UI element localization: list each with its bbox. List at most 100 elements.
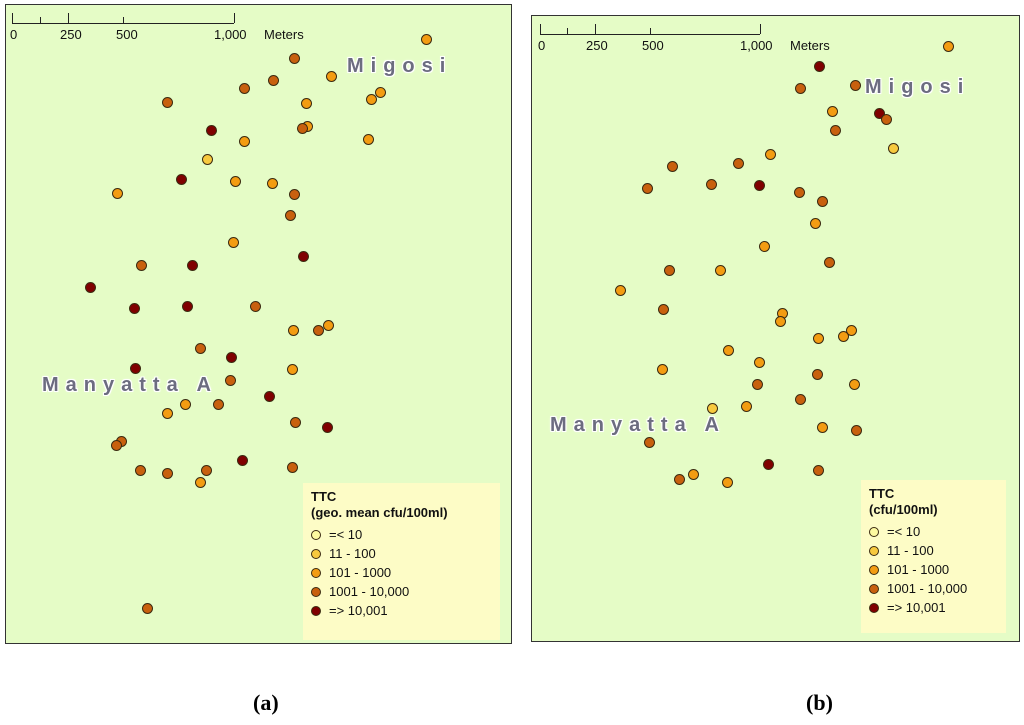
sample-point [721,476,733,488]
sample-point [663,264,675,276]
scale-tick [540,24,541,34]
sample-point [201,153,213,165]
sample-point [312,324,324,336]
sample-point [288,52,300,64]
sample-point [826,105,838,117]
legend-swatch [311,605,321,616]
sample-point [287,324,299,336]
legend-swatch [311,529,321,540]
legend-item: =< 10 [869,522,998,541]
sample-point [229,175,241,187]
legend-item: => 10,001 [869,598,998,617]
sample-point [181,300,193,312]
sample-point [812,464,824,476]
sample-point [224,374,236,386]
scale-tick [12,13,13,23]
sample-point [811,368,823,380]
scale-tick [567,28,568,34]
sample-point [753,356,765,368]
sample-point [794,82,806,94]
sample-point [322,319,334,331]
scale-label-250: 250 [60,27,82,42]
sample-point [128,302,140,314]
sample-point [816,195,828,207]
sample-point [687,468,699,480]
sample-point [134,464,146,476]
sample-point [238,135,250,147]
sample-point [845,324,857,336]
sample-point [758,240,770,252]
sample-point [194,342,206,354]
sample-point [887,142,899,154]
sample-point [194,476,206,488]
legend-swatch [311,567,321,578]
sample-point [296,122,308,134]
legend-item: 101 - 1000 [869,560,998,579]
sample-point [714,264,726,276]
sample-point [706,402,718,414]
legend-label: => 10,001 [887,600,946,615]
sample-point [365,93,377,105]
scale-label-0: 0 [10,27,18,42]
sample-point [286,363,298,375]
sample-point [420,33,432,45]
legend: TTC (geo. mean cfu/100ml) =< 10 11 - 100 1… [303,483,500,640]
sample-point [813,60,825,72]
sample-point [751,378,763,390]
legend-label: 11 - 100 [329,546,376,561]
scale-bar-line [12,13,234,24]
place-label-manyatta: Manyatta A [42,374,218,396]
sample-point [161,407,173,419]
sample-point [321,421,333,433]
legend-swatch [311,586,321,597]
sample-point [732,157,744,169]
sample-point [816,421,828,433]
sample-points [532,16,1019,641]
sample-point [227,236,239,248]
legend-subtitle: (geo. mean cfu/100ml) [311,505,448,520]
sample-point [200,464,212,476]
sample-point [656,363,668,375]
sample-point [809,217,821,229]
sample-point [286,461,298,473]
legend-label: =< 10 [887,524,921,539]
scale-tick [40,17,41,23]
legend-label: 1001 - 10,000 [887,581,968,596]
sample-point [666,160,678,172]
sample-point [289,416,301,428]
scale-label-1000: 1,000 [740,38,773,53]
sample-point [362,133,374,145]
sample-point [325,70,337,82]
legend-label: =< 10 [329,527,363,542]
sample-point [641,182,653,194]
sample-point [225,351,237,363]
legend-subtitle: (cfu/100ml) [869,502,938,517]
caption-letter: b [813,690,826,715]
sample-point [84,281,96,293]
legend-swatch [311,548,321,559]
scale-unit: Meters [790,38,830,53]
sample-point [762,458,774,470]
scale-tick [760,24,761,34]
sample-point [179,398,191,410]
legend-item: => 10,001 [311,601,492,620]
scale-tick [234,13,235,23]
scale-tick [650,28,651,34]
sample-point [161,467,173,479]
legend-swatch [869,583,879,594]
legend-swatch [869,602,879,613]
sample-point [722,344,734,356]
sample-point [705,178,717,190]
sample-point [236,454,248,466]
sample-point [129,362,141,374]
sample-point [284,209,296,221]
caption-a: (a) [253,690,279,715]
sample-point [161,96,173,108]
scale-label-500: 500 [642,38,664,53]
legend-item: 1001 - 10,000 [869,579,998,598]
scale-tick [595,24,596,34]
sample-point [794,393,806,405]
legend-label: 11 - 100 [887,543,934,558]
legend-swatch [869,526,879,537]
sample-point [263,390,275,402]
